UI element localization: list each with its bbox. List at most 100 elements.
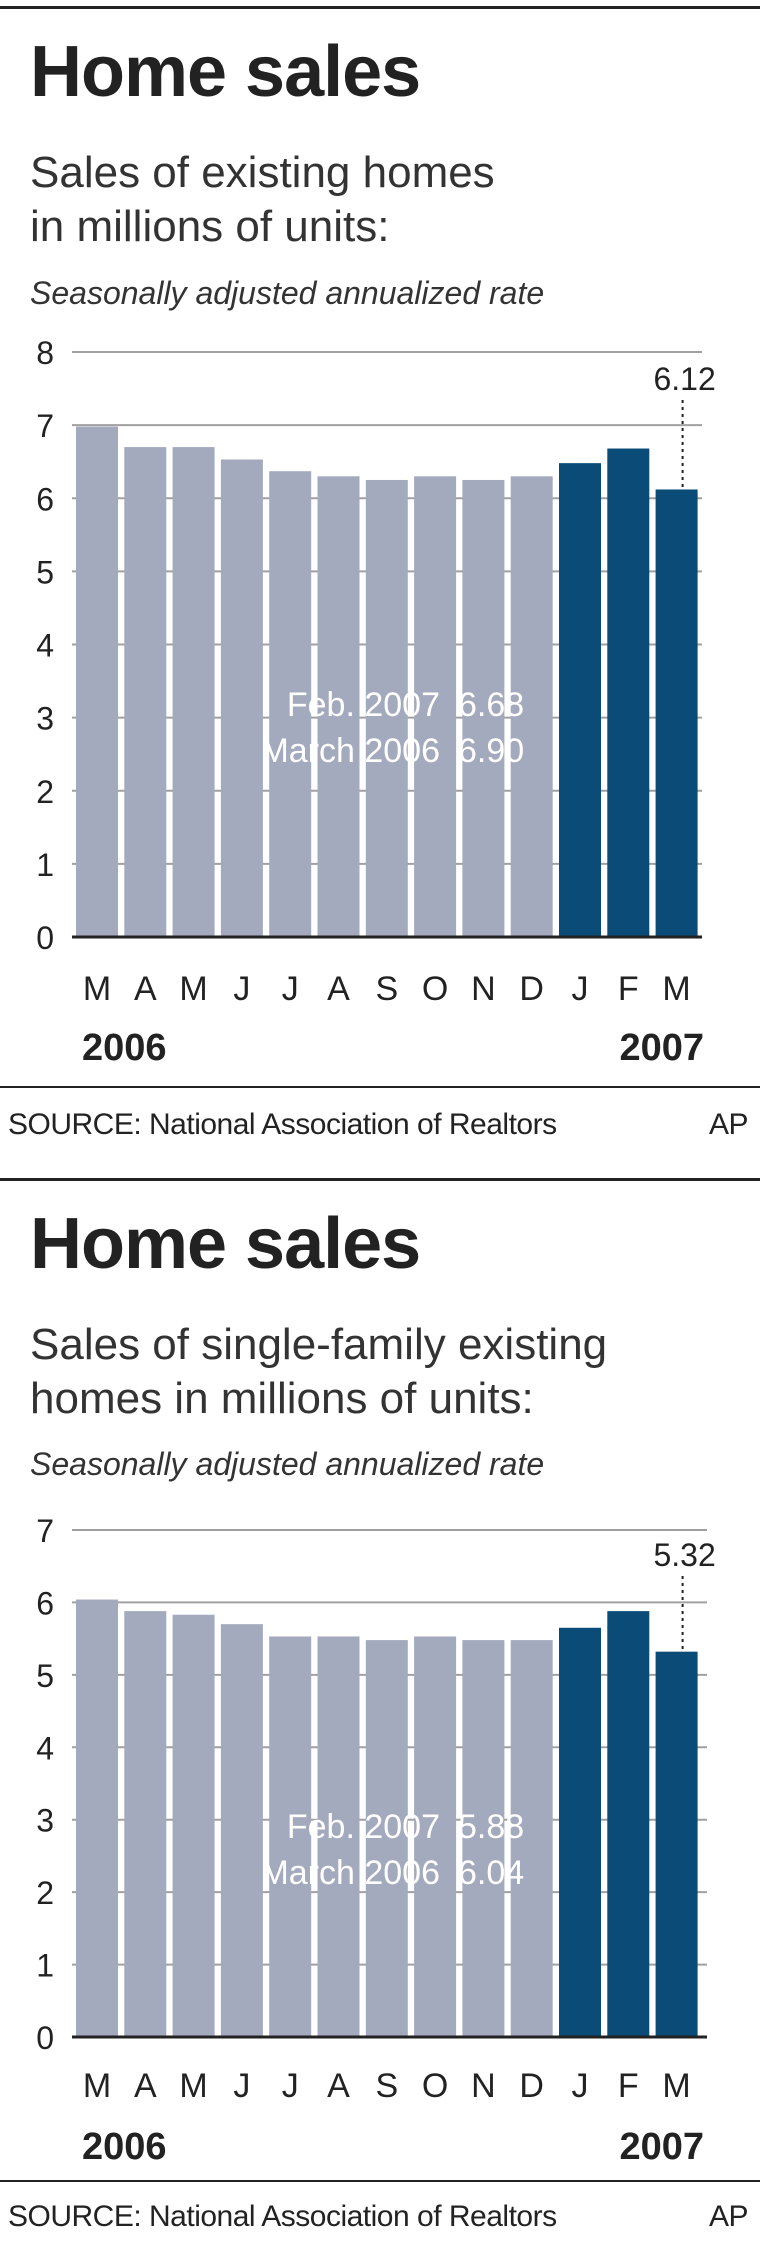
x-tick-label: J [282,2067,299,2105]
x-tick-label: M [83,2067,111,2105]
bar [317,1636,360,2037]
source-text: SOURCE: National Association of Realtors [8,1108,557,1141]
data-label: 6.12 [653,361,715,397]
bar [365,1640,408,2037]
source-rule [0,1086,760,1088]
x-tick-label: S [375,970,398,1008]
y-tick-label: 2 [36,1875,54,1911]
source-line: SOURCE: National Association of Realtors… [8,2200,749,2234]
bar [220,1624,263,2037]
bar [655,489,698,937]
y-tick-label: 6 [36,1585,54,1621]
callout-value: 5.88 [458,1808,524,1846]
chart-note: Seasonally adjusted annualized rate [30,1446,545,1482]
bar [607,1611,650,2037]
source-text: SOURCE: National Association of Realtors [8,2200,557,2233]
bar [317,476,360,937]
x-tick-label: J [282,970,299,1008]
x-tick-label: M [662,2067,690,2105]
x-tick-label: O [422,970,448,1008]
credit: AP [708,1108,749,1141]
x-tick-label: S [375,2067,398,2105]
bar [172,1614,215,2037]
bar [124,1611,167,2037]
year-label: 2006 [82,1027,167,1069]
x-tick-label: J [233,970,250,1008]
top-rule [0,6,760,9]
x-tick-label: D [519,2067,544,2105]
x-tick-label: O [422,2067,448,2105]
x-tick-label: A [134,2067,157,2105]
bar [365,479,408,937]
x-tick-label: F [618,2067,639,2105]
source-rule [0,2180,760,2182]
y-tick-label: 7 [36,408,54,444]
chart-panel-1: Home sales Sales of existing homes in mi… [0,32,760,1142]
bar [559,463,601,937]
callout-value: 6.90 [458,732,524,770]
callout-label: Feb. 2007 [287,1808,440,1846]
x-tick-label: D [519,970,544,1008]
callout-label: March 2006 [260,732,440,770]
bar [269,471,312,937]
callout-value: 6.68 [458,686,524,724]
callout-label: March 2006 [260,1854,440,1892]
x-tick-label: N [471,970,496,1008]
y-tick-label: 3 [36,701,54,737]
callout-label: Feb. 2007 [287,686,440,724]
y-tick-label: 5 [36,554,54,590]
x-tick-label: N [471,2067,496,2105]
bar [462,479,505,937]
chart-note: Seasonally adjusted annualized rate [30,275,545,311]
callout-value: 6.04 [458,1854,524,1892]
panel-divider [0,1178,760,1181]
x-tick-label: M [179,2067,207,2105]
bar [510,1640,553,2037]
y-tick-label: 6 [36,481,54,517]
x-tick-label: M [83,970,111,1008]
bar [269,1636,312,2037]
bar [559,1627,601,2037]
chart-title: Home sales [30,32,421,112]
y-tick-label: 2 [36,774,54,810]
credit: AP [708,2200,749,2233]
year-label: 2007 [619,1027,704,1069]
bar [220,459,263,937]
y-tick-label: 7 [36,1513,54,1549]
bar [414,1636,457,2037]
bar [124,447,167,937]
bar [655,1651,698,2037]
x-tick-label: M [179,970,207,1008]
chart-subtitle-line-1: Sales of single-family existing [30,1320,608,1369]
x-tick-label: M [662,970,690,1008]
data-label: 5.32 [653,1537,715,1573]
year-label: 2006 [82,2126,167,2168]
x-tick-label: A [327,2067,350,2105]
year-label: 2007 [619,2126,704,2168]
y-tick-label: 3 [36,1803,54,1839]
bar [76,1599,118,2037]
y-tick-label: 5 [36,1658,54,1694]
bar [76,426,118,937]
bar [414,476,457,937]
source-line: SOURCE: National Association of Realtors… [8,1108,749,1142]
y-tick-label: 8 [36,335,54,371]
x-tick-label: F [618,970,639,1008]
x-tick-label: J [572,2067,589,2105]
bar [462,1640,505,2037]
y-tick-label: 4 [36,628,54,664]
y-tick-label: 4 [36,1730,54,1766]
bar [607,448,650,937]
x-tick-label: A [327,970,350,1008]
chart-subtitle-line-1: Sales of existing homes [30,148,495,197]
bar [172,447,215,937]
x-tick-label: J [233,2067,250,2105]
y-tick-label: 0 [36,2020,54,2056]
bar [510,476,553,937]
y-tick-label: 1 [36,1948,54,1984]
chart-title: Home sales [30,1204,421,1284]
chart-subtitle-line-2: homes in millions of units: [30,1374,534,1423]
